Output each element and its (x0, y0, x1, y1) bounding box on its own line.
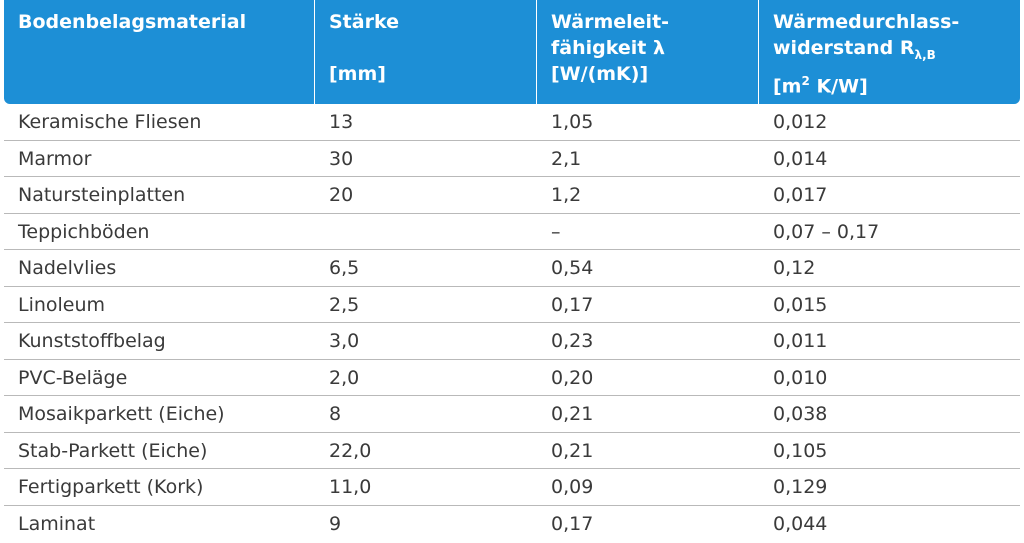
cell-material: Stab-Parkett (Eiche) (18, 439, 208, 462)
cell-material: Keramische Fliesen (18, 111, 202, 133)
cell-lambda: – (551, 220, 561, 243)
header-lambda-label-2: fähigkeit λ (551, 37, 665, 59)
cell-staerke: 2,0 (329, 366, 360, 389)
cell-lambda: 1,05 (551, 111, 594, 133)
table-body: Keramische Fliesen 13 1,05 0,012 Marmor 30 2,1… (4, 104, 1020, 541)
cell-material: Linoleum (18, 293, 106, 316)
cell-staerke: 6,5 (329, 257, 360, 279)
cell-staerke: 30 (329, 147, 354, 170)
table-row: Linoleum 2,5 0,17 0,015 (4, 287, 1020, 323)
header-material-label: Bodenbelagsmaterial (18, 11, 247, 33)
cell-resistance: 0,012 (773, 111, 828, 133)
table-row: Fertigparkett (Kork) 11,0 0,09 0,129 (4, 469, 1020, 506)
cell-staerke: 8 (329, 403, 342, 425)
cell-lambda: 0,09 (551, 476, 594, 498)
header-resistance-subscript: λ,B (914, 47, 936, 62)
cell-lambda: 0,17 (551, 293, 594, 316)
cell-lambda: 0,17 (551, 512, 594, 535)
header-resistance-unit: [m2 K/W] (773, 68, 959, 99)
table-row: Teppichböden – 0,07 – 0,17 (4, 214, 1020, 250)
header-resistance-unit-post: K/W] (809, 75, 868, 98)
cell-resistance: 0,017 (773, 184, 828, 206)
cell-material: Fertigparkett (Kork) (18, 476, 204, 498)
cell-staerke: 22,0 (329, 439, 372, 462)
cell-lambda: 2,1 (551, 147, 582, 170)
header-lambda-unit: [W/(mK)] (551, 63, 649, 85)
header-lambda-label-1: Wärmeleit- (551, 11, 670, 33)
cell-lambda: 0,54 (551, 257, 594, 279)
header-resistance: Wärmedurchlass- widerstand Rλ,B [m2 K/W] (773, 9, 959, 99)
cell-material: Laminat (18, 512, 96, 535)
table-row: Kunststoffbelag 3,0 0,23 0,011 (4, 323, 1020, 360)
cell-staerke: 13 (329, 111, 354, 133)
cell-resistance: 0,105 (773, 439, 828, 462)
table-header: Bodenbelagsmaterial Stärke [mm] Wärmelei… (4, 0, 1020, 104)
cell-staerke: 20 (329, 184, 354, 206)
cell-lambda: 0,21 (551, 439, 594, 462)
cell-material: Natursteinplatten (18, 184, 186, 206)
header-divider (536, 0, 537, 104)
table-row: Stab-Parkett (Eiche) 22,0 0,21 0,105 (4, 433, 1020, 469)
flooring-thermal-table: Bodenbelagsmaterial Stärke [mm] Wärmelei… (4, 0, 1020, 541)
cell-material: Kunststoffbelag (18, 330, 166, 352)
cell-resistance: 0,014 (773, 147, 828, 170)
table-row: Laminat 9 0,17 0,044 (4, 506, 1020, 542)
header-resistance-symbol: widerstand R (773, 37, 915, 59)
header-resistance-unit-sup: 2 (801, 73, 810, 88)
cell-resistance: 0,015 (773, 293, 828, 316)
cell-lambda: 1,2 (551, 184, 582, 206)
cell-staerke: 2,5 (329, 293, 360, 316)
header-staerke: Stärke [mm] (329, 9, 399, 87)
header-divider (758, 0, 759, 104)
cell-resistance: 0,011 (773, 330, 828, 352)
cell-resistance: 0,07 – 0,17 (773, 220, 880, 243)
table-row: PVC-Beläge 2,0 0,20 0,010 (4, 360, 1020, 396)
cell-material: PVC-Beläge (18, 366, 128, 389)
header-material: Bodenbelagsmaterial (18, 9, 246, 35)
table-row: Keramische Fliesen 13 1,05 0,012 (4, 104, 1020, 141)
cell-material: Mosaikparkett (Eiche) (18, 403, 225, 425)
cell-lambda: 0,20 (551, 366, 594, 389)
header-staerke-label: Stärke (329, 11, 399, 33)
cell-resistance: 0,129 (773, 476, 828, 498)
header-resistance-unit-pre: [m (773, 75, 802, 98)
cell-material: Teppichböden (18, 220, 150, 243)
cell-resistance: 0,038 (773, 403, 828, 425)
cell-lambda: 0,23 (551, 330, 594, 352)
cell-staerke: 3,0 (329, 330, 360, 352)
cell-material: Nadelvlies (18, 257, 117, 279)
header-lambda: Wärmeleit- fähigkeit λ [W/(mK)] (551, 9, 669, 87)
cell-resistance: 0,12 (773, 257, 816, 279)
cell-material: Marmor (18, 147, 92, 170)
header-resistance-label-1: Wärmedurchlass- (773, 11, 960, 33)
table-row: Mosaikparkett (Eiche) 8 0,21 0,038 (4, 396, 1020, 433)
table-row: Nadelvlies 6,5 0,54 0,12 (4, 250, 1020, 287)
cell-lambda: 0,21 (551, 403, 594, 425)
table-row: Marmor 30 2,1 0,014 (4, 141, 1020, 177)
header-divider (314, 0, 315, 104)
header-resistance-label-2: widerstand Rλ,B (773, 35, 959, 68)
cell-staerke: 9 (329, 512, 342, 535)
header-staerke-unit: [mm] (329, 63, 386, 85)
cell-resistance: 0,010 (773, 366, 828, 389)
cell-resistance: 0,044 (773, 512, 828, 535)
table-row: Natursteinplatten 20 1,2 0,017 (4, 177, 1020, 214)
cell-staerke: 11,0 (329, 476, 372, 498)
